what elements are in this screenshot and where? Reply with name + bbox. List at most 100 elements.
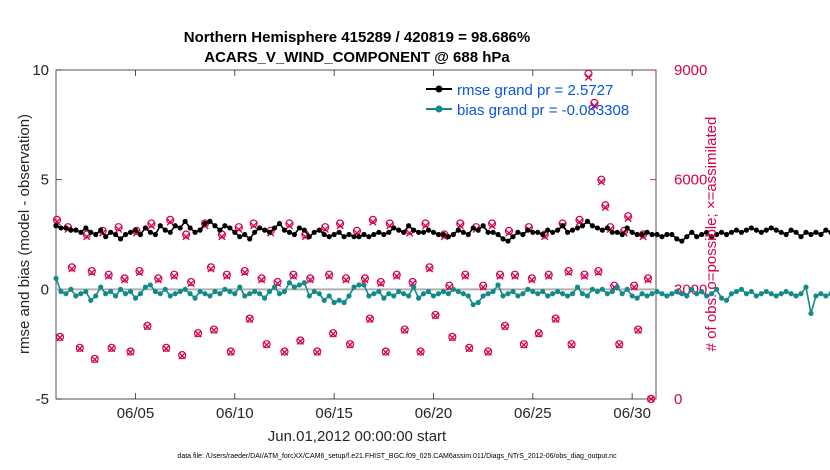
data-file-footer: data file: /Users/raeder/DAI/ATM_forcXX/… <box>177 453 617 460</box>
possible-obs-point <box>143 321 152 330</box>
possible-obs-point <box>465 343 474 352</box>
rmse-point <box>694 234 700 240</box>
assimilated-obs-point <box>564 268 573 277</box>
bias-point <box>247 291 253 297</box>
rmse-point <box>475 227 481 233</box>
bias-point <box>684 293 690 299</box>
rmse-point <box>460 229 466 235</box>
rmse-point <box>361 231 367 238</box>
rmse-point <box>420 229 427 235</box>
assimilated-obs-point <box>120 276 129 284</box>
rmse-point <box>142 225 149 231</box>
rmse-point <box>103 234 109 240</box>
rmse-point <box>813 229 819 235</box>
bias-point <box>157 291 163 297</box>
rmse-point <box>823 227 829 233</box>
assimilated-obs-point <box>194 330 202 338</box>
possible-obs-point <box>385 219 394 228</box>
metric-series <box>53 218 830 317</box>
bias-point <box>103 291 109 297</box>
possible-obs-point <box>240 266 249 276</box>
rmse-point <box>788 227 794 233</box>
possible-obs-point <box>484 347 493 356</box>
assimilated-obs-point <box>624 214 632 223</box>
bias-point <box>669 291 675 297</box>
rmse-point <box>351 234 357 240</box>
possible-obs-point <box>431 310 440 320</box>
assimilated-obs-point <box>135 268 144 277</box>
bias-point <box>550 291 556 297</box>
rmse-point <box>356 234 362 240</box>
bias-point <box>252 288 258 295</box>
bias-point <box>257 291 263 297</box>
bias-point <box>748 288 754 295</box>
rmse-point <box>659 234 665 240</box>
possible-obs-point <box>55 332 65 341</box>
assimilated-obs-point <box>178 352 186 360</box>
bias-point <box>535 291 541 297</box>
bias-point <box>788 291 794 297</box>
possible-obs-point <box>245 314 254 323</box>
x-tick-label: 06/05 <box>117 405 155 422</box>
possible-obs-point <box>630 281 639 290</box>
chart-subtitle: ACARS_V_WIND_COMPONENT @ 688 hPa <box>204 49 510 66</box>
possible-obs-point <box>67 263 76 272</box>
rmse-point <box>495 231 501 238</box>
possible-obs-point <box>154 274 163 283</box>
assimilated-obs-point <box>520 341 528 349</box>
possible-obs-point <box>615 340 624 349</box>
bias-point <box>212 288 218 295</box>
rmse-point <box>83 225 89 231</box>
assimilated-obs-point <box>207 265 215 273</box>
assimilated-obs-point <box>528 276 536 284</box>
rmse-point <box>619 231 625 238</box>
rmse-point <box>555 227 561 233</box>
possible-obs-point <box>341 274 351 283</box>
possible-obs-point <box>421 219 430 228</box>
rmse-point <box>296 225 302 231</box>
bias-point <box>68 286 74 292</box>
rmse-point <box>540 231 546 238</box>
legend-bias-marker <box>435 105 443 113</box>
bias-point <box>773 293 779 299</box>
assimilated-obs-point <box>285 222 294 230</box>
x-tick-label: 06/15 <box>315 405 353 422</box>
bias-point <box>430 293 437 299</box>
assimilated-obs-point <box>615 341 623 349</box>
bias-point <box>396 288 402 295</box>
bias-point <box>167 293 173 299</box>
bias-point <box>316 291 322 297</box>
possible-obs-point <box>87 266 96 276</box>
left-y-tick-label: 0 <box>41 281 49 298</box>
rmse-point <box>291 231 298 238</box>
bias-point <box>361 282 367 288</box>
assimilated-obs-point <box>154 276 162 284</box>
assimilated-obs-point <box>162 344 170 353</box>
rmse-point <box>763 227 769 233</box>
bias-point <box>654 288 660 295</box>
x-tick-label: 06/25 <box>514 405 552 422</box>
assimilated-obs-point <box>170 272 178 280</box>
bias-point <box>425 288 432 295</box>
assimilated-obs-point <box>594 268 603 277</box>
rmse-point <box>127 229 134 235</box>
rmse-point <box>728 229 735 235</box>
bias-point <box>465 293 471 299</box>
rmse-point <box>440 231 447 238</box>
bias-point <box>475 299 481 306</box>
bias-point <box>718 295 725 301</box>
bias-point <box>505 291 511 297</box>
rmse-point <box>669 231 675 238</box>
bias-point <box>545 293 551 299</box>
bias-point <box>351 284 357 290</box>
rmse-point <box>550 229 556 235</box>
assimilated-obs-point <box>280 348 289 356</box>
rmse-point <box>783 231 789 238</box>
bias-point <box>798 291 804 297</box>
assimilated-obs-point <box>147 222 156 230</box>
assimilated-obs-point <box>401 326 409 334</box>
bias-point <box>147 282 153 288</box>
assimilated-obs-point <box>223 272 231 280</box>
rmse-point <box>311 229 317 235</box>
